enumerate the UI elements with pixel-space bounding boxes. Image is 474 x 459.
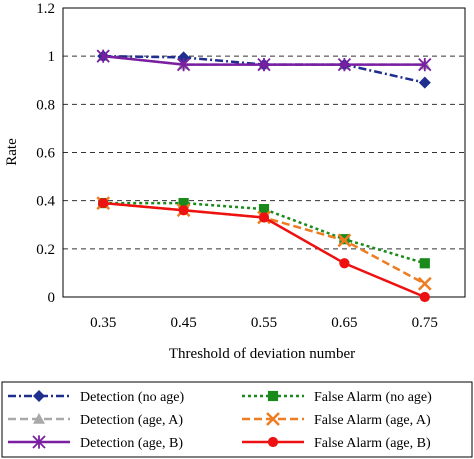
data-point: [418, 76, 431, 89]
grid-lines: [63, 55, 465, 250]
y-tick-label: 0.2: [36, 242, 55, 258]
data-point: [178, 205, 189, 216]
series-false-alarm-age-b: [98, 197, 430, 303]
legend-item: Detection (age, B): [8, 435, 183, 451]
data-point: [418, 57, 432, 72]
y-tick-label: 0.4: [36, 194, 55, 210]
x-tick-label: 0.45: [170, 315, 196, 331]
x-axis-title: Threshold of deviation number: [169, 346, 355, 362]
y-tick-labels: 0 0.2 0.4 0.6 0.8 1 1.2: [36, 1, 55, 306]
data-point: [266, 412, 280, 426]
series-false-alarm-no-age: [98, 197, 430, 269]
legend-item: Detection (no age): [8, 390, 185, 405]
plot-area-frame: [62, 7, 466, 298]
data-point: [258, 212, 270, 223]
legend-item: Detection (age, A): [8, 413, 183, 428]
x-tick-label: 0.55: [251, 315, 277, 331]
data-point: [337, 57, 352, 72]
legend-label: Detection (age, B): [80, 436, 183, 451]
data-point: [96, 49, 110, 63]
legend: Detection (no age) False Alarm (no age) De…: [8, 390, 432, 451]
data-point: [176, 57, 191, 72]
y-tick-label: 1.2: [36, 1, 55, 17]
data-point: [178, 197, 189, 209]
data-point: [337, 233, 352, 248]
data-point: [33, 413, 45, 424]
data-point: [257, 57, 271, 72]
x-tick-labels: 0.35 0.45 0.55 0.65 0.75: [90, 315, 438, 331]
legend-item: False Alarm (age, B): [242, 436, 431, 451]
legend-label: False Alarm (age, A): [314, 413, 431, 428]
legend-frame: [1, 381, 473, 458]
x-tick-label: 0.75: [412, 315, 438, 331]
y-tick-label: 0: [48, 290, 56, 306]
y-tick-label: 0.8: [36, 97, 55, 113]
x-tick-label: 0.35: [90, 315, 116, 331]
data-point: [419, 258, 430, 269]
legend-label: Detection (age, A): [80, 413, 183, 428]
series-detection-age-b: [96, 49, 432, 72]
data-point: [32, 435, 46, 449]
y-tick-label: 1: [48, 49, 56, 65]
data-point: [33, 390, 45, 402]
legend-item: False Alarm (age, A): [242, 412, 431, 428]
x-tick-label: 0.65: [331, 315, 357, 331]
legend-label: False Alarm (no age): [314, 390, 432, 405]
data-point: [419, 291, 430, 303]
series-layer: [96, 49, 432, 303]
data-point: [267, 436, 279, 448]
data-point: [258, 203, 270, 215]
legend-item: False Alarm (no age): [242, 390, 432, 405]
legend-label: False Alarm (age, B): [314, 436, 431, 451]
y-tick-label: 0.6: [36, 146, 55, 162]
data-point: [339, 258, 350, 269]
data-point: [417, 276, 432, 291]
legend-label: Detection (no age): [80, 390, 185, 405]
y-axis-title: Rate: [4, 138, 20, 166]
data-point: [267, 390, 279, 402]
data-point: [98, 197, 109, 209]
